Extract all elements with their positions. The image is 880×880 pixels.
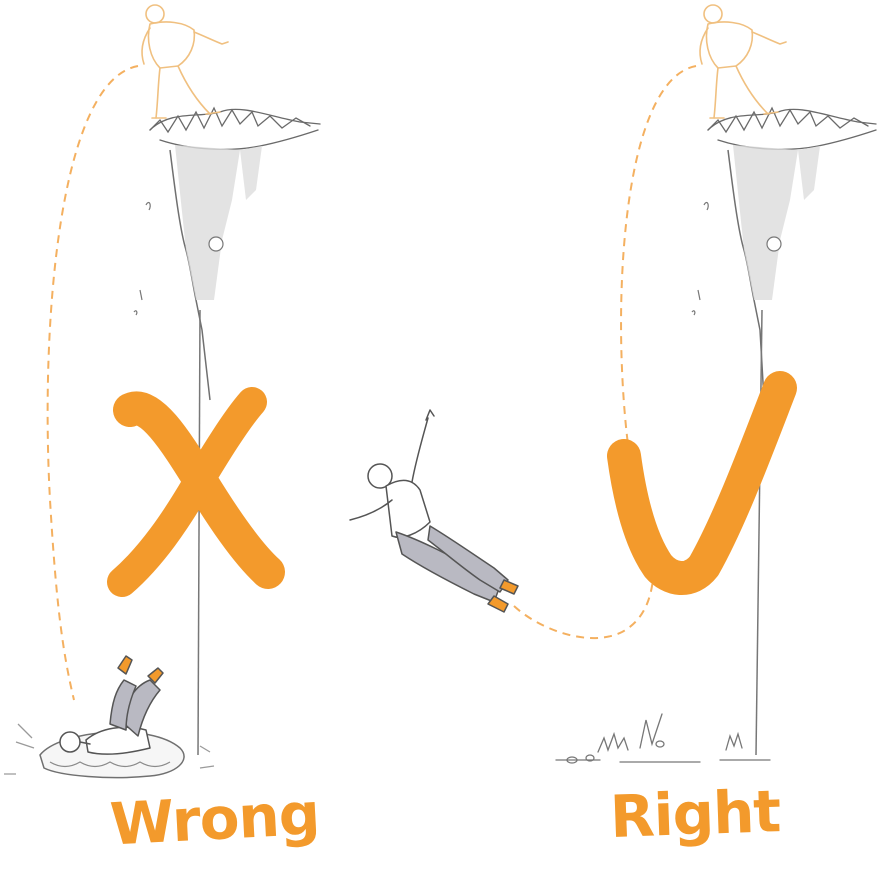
cliff-face-left [133,145,262,401]
right-panel [555,4,877,764]
fall-trajectory-middle [513,559,655,640]
rope-line-left [197,309,201,756]
standing-man-right [699,4,787,119]
check-mark-icon [607,371,797,595]
caption-wrong: Wrong [108,779,321,859]
rope-line-right [755,309,763,756]
cliff-top-left [149,106,321,151]
ground-grass-right [555,713,771,764]
wrong-panel [4,4,321,779]
cliff-face-right [691,145,820,401]
x-mark-icon [107,387,285,597]
crashed-man [59,655,164,755]
jumping-man [349,409,519,613]
caption-right: Right [608,777,782,851]
standing-man-left [141,4,229,119]
fall-trajectory-left [46,65,139,701]
cliff-top-right [707,106,877,151]
fall-trajectory-right [620,65,697,557]
